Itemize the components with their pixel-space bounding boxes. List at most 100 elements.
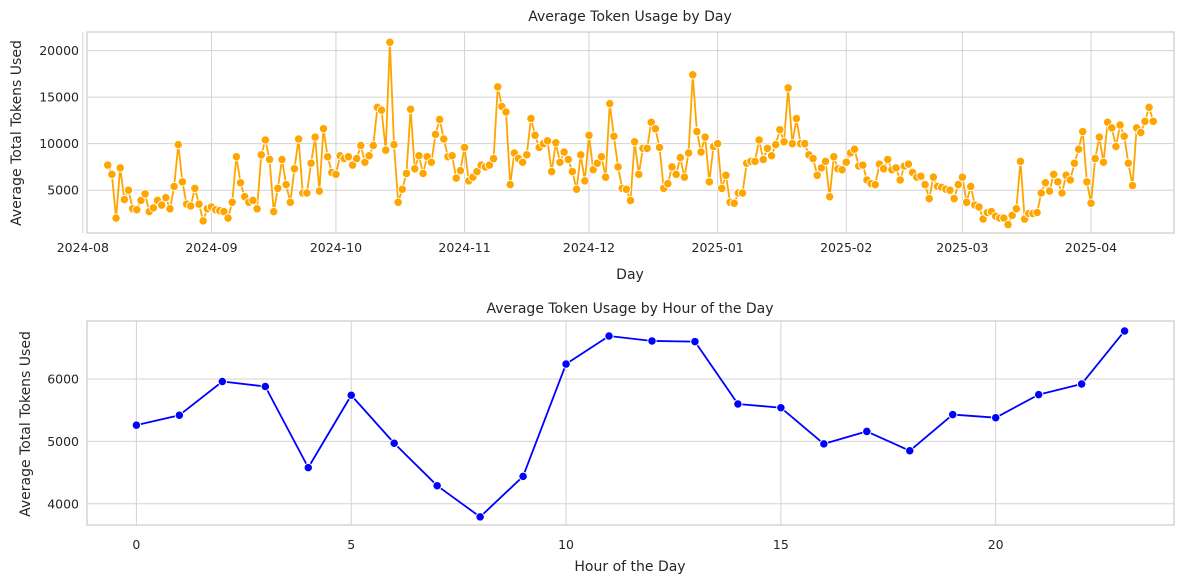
- hour-data-point: [260, 381, 270, 392]
- day-data-point: [974, 202, 984, 212]
- day-data-point: [704, 177, 714, 187]
- day-data-point: [293, 134, 304, 144]
- day-data-point: [435, 114, 445, 125]
- day-data-point: [343, 152, 354, 162]
- day-data-point: [966, 181, 976, 192]
- day-data-point: [1044, 186, 1055, 196]
- day-data-point: [157, 200, 167, 210]
- day-data-point: [1123, 158, 1134, 168]
- day-data-point: [227, 197, 237, 207]
- day-data-point: [1032, 207, 1042, 218]
- day-data-point: [331, 169, 341, 180]
- day-data-point: [1057, 188, 1067, 198]
- day-data-point: [812, 170, 822, 180]
- day-data-point: [140, 189, 150, 199]
- day-data-point: [1119, 131, 1129, 141]
- day-data-point: [858, 160, 868, 170]
- day-data-point: [1015, 156, 1026, 166]
- day-data-point: [264, 154, 275, 165]
- day-data-point: [447, 151, 457, 161]
- day-data-point: [235, 178, 246, 188]
- day-x-tick-label: 2024-08: [57, 240, 109, 255]
- day-data-point: [696, 147, 706, 157]
- day-data-point: [455, 166, 466, 176]
- day-data-point: [1148, 116, 1158, 126]
- day-data-point: [849, 144, 860, 154]
- day-data-point: [895, 175, 905, 185]
- day-data-point: [302, 188, 312, 198]
- day-data-point: [530, 130, 540, 140]
- hour-x-tick-label: 0: [132, 537, 140, 552]
- hour-y-axis-label: Average Total Tokens Used: [18, 331, 34, 517]
- day-data-point: [870, 179, 880, 190]
- day-data-point: [451, 173, 461, 183]
- day-data-point: [675, 152, 685, 163]
- day-data-point: [360, 157, 370, 167]
- day-y-axis-label: Average Total Tokens Used: [9, 40, 25, 226]
- day-x-tick-label: 2024-12: [563, 240, 615, 255]
- day-data-point: [493, 82, 503, 92]
- day-data-point: [260, 135, 271, 145]
- day-plot-frame: [86, 31, 1175, 234]
- day-data-point: [526, 113, 536, 124]
- day-data-point: [397, 184, 407, 194]
- day-data-point: [186, 201, 196, 211]
- day-data-point: [285, 197, 295, 207]
- hour-data-point: [776, 403, 786, 413]
- day-data-point: [169, 181, 179, 192]
- hour-data-point: [174, 410, 185, 420]
- day-data-point: [194, 199, 204, 209]
- day-data-point: [1098, 157, 1109, 167]
- day-data-point: [1053, 177, 1063, 187]
- day-data-point: [717, 183, 727, 193]
- day-data-point: [165, 204, 175, 214]
- day-data-point: [567, 166, 578, 177]
- day-data-point: [592, 158, 602, 168]
- day-data-point: [1090, 153, 1100, 164]
- day-data-point: [816, 163, 826, 173]
- day-data-point: [269, 206, 279, 217]
- day-data-point: [953, 179, 963, 190]
- day-data-point: [576, 150, 586, 160]
- hour-data-point: [862, 426, 872, 437]
- day-data-point: [410, 164, 420, 174]
- day-data-point: [484, 160, 495, 170]
- day-data-point: [488, 153, 499, 164]
- day-data-point: [177, 177, 188, 187]
- day-data-point: [667, 162, 677, 172]
- day-data-point: [1136, 127, 1146, 138]
- day-data-point: [115, 163, 125, 173]
- day-data-point: [600, 172, 611, 182]
- hour-data-point: [217, 376, 227, 387]
- day-data-point: [418, 168, 428, 179]
- day-data-point: [111, 213, 121, 223]
- day-chart-title: Average Token Usage by Day: [528, 9, 732, 25]
- day-data-point: [613, 162, 623, 172]
- day-data-point: [771, 139, 781, 150]
- day-data-point: [459, 142, 470, 153]
- day-data-point: [800, 139, 810, 149]
- day-data-point: [920, 179, 930, 190]
- day-data-point: [646, 117, 656, 127]
- hour-data-point: [905, 446, 915, 456]
- day-data-point: [439, 134, 449, 144]
- day-data-point: [596, 152, 607, 162]
- day-data-point: [310, 132, 320, 142]
- day-data-point: [389, 139, 399, 150]
- day-y-tick-label: 20000: [39, 43, 79, 58]
- day-data-point: [700, 132, 710, 142]
- day-data-point: [629, 137, 640, 147]
- day-data-point: [791, 113, 802, 124]
- day-data-point: [1107, 123, 1117, 133]
- day-x-tick-label: 2025-04: [1065, 240, 1117, 255]
- day-data-point: [571, 184, 582, 194]
- day-data-point: [820, 156, 831, 166]
- day-x-tick-label: 2025-03: [936, 240, 988, 255]
- day-data-point: [642, 143, 652, 153]
- day-data-point: [688, 70, 698, 80]
- day-data-point: [1073, 144, 1084, 154]
- day-data-point: [385, 37, 395, 47]
- day-series: [103, 37, 1158, 230]
- day-data-point: [891, 163, 901, 173]
